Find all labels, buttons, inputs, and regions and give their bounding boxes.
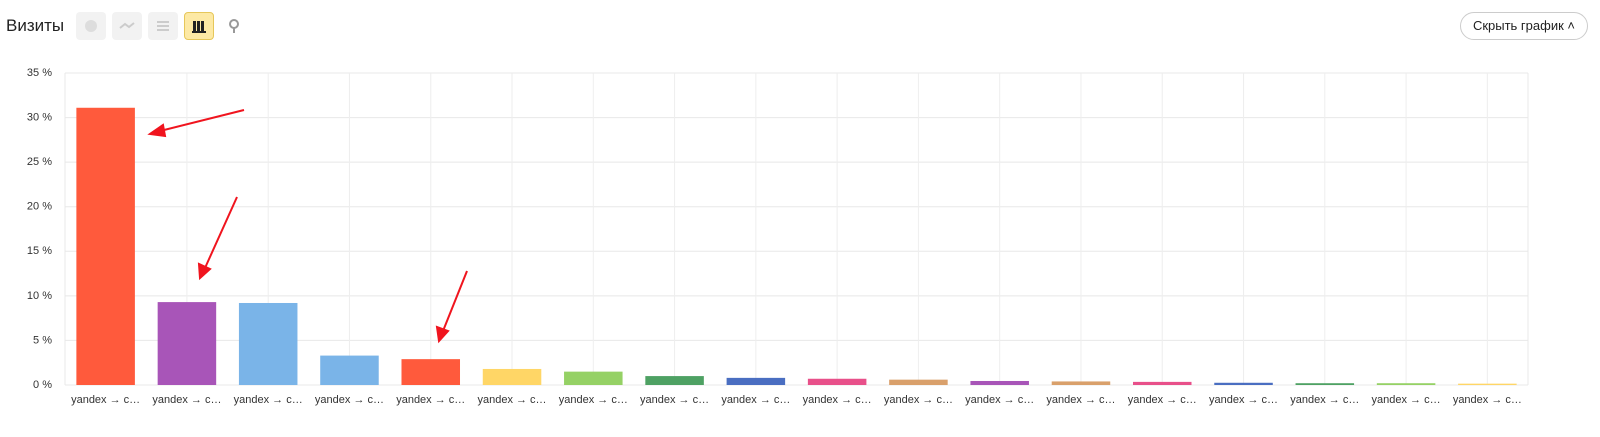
bar	[1132, 381, 1192, 385]
x-tick-label: yandex → c…	[1128, 394, 1197, 406]
bar	[645, 376, 704, 385]
y-tick-label: 0 %	[33, 379, 52, 391]
x-tick-label: yandex → c…	[1372, 394, 1441, 406]
bar	[157, 302, 217, 385]
x-tick-label: yandex → c…	[71, 394, 140, 406]
title: Визиты	[6, 16, 65, 35]
bar	[889, 379, 948, 385]
bar	[76, 107, 135, 385]
header: Визиты	[6, 12, 250, 40]
x-tick-label: yandex → c…	[803, 394, 872, 406]
bar	[1214, 382, 1273, 385]
x-tick-label: yandex → c…	[559, 394, 628, 406]
annotation-arrows	[147, 109, 468, 344]
y-tick-label: 5 %	[33, 334, 52, 346]
bar	[401, 359, 461, 385]
x-tick-label: yandex → c…	[234, 394, 303, 406]
x-tick-label: yandex → c…	[477, 394, 546, 406]
bar	[564, 371, 623, 385]
y-tick-label: 15 %	[27, 245, 52, 257]
y-tick-label: 10 %	[27, 290, 52, 302]
x-tick-label: yandex → c…	[1453, 394, 1522, 406]
x-tick-label: yandex → c…	[640, 394, 709, 406]
map-button[interactable]	[220, 12, 250, 40]
x-tick-label: yandex → c…	[1290, 394, 1359, 406]
x-tick-label: yandex → c…	[1046, 394, 1115, 406]
y-tick-label: 25 %	[27, 156, 52, 168]
x-tick-label: yandex → c…	[721, 394, 790, 406]
bar	[482, 368, 542, 385]
x-tick-label: yandex → c…	[884, 394, 953, 406]
y-tick-label: 30 %	[27, 111, 52, 123]
bar	[970, 380, 1029, 385]
line-chart-button[interactable]	[112, 12, 143, 40]
hide-chart-label: Скрыть график	[1472, 18, 1564, 33]
bar	[807, 378, 867, 385]
y-tick-label: 20 %	[27, 201, 52, 213]
bar	[726, 377, 786, 385]
bar	[320, 355, 379, 385]
hide-chart-button[interactable]: Скрыть график ˄	[1459, 12, 1588, 40]
x-tick-label: yandex → c…	[315, 394, 384, 406]
x-tick-label: yandex → c…	[152, 394, 221, 406]
x-tick-label: yandex → c…	[1209, 394, 1278, 406]
bar	[1295, 383, 1355, 385]
pie-chart-button[interactable]	[76, 12, 107, 40]
bar-chart-button[interactable]	[184, 12, 215, 40]
area-chart-button[interactable]	[148, 12, 179, 40]
bar	[1376, 383, 1436, 385]
y-tick-label: 35 %	[27, 67, 52, 79]
bar	[1051, 381, 1111, 385]
bar	[238, 302, 298, 385]
x-tick-label: yandex → c…	[396, 394, 465, 406]
bar	[1458, 383, 1517, 385]
x-tick-label: yandex → c…	[965, 394, 1034, 406]
